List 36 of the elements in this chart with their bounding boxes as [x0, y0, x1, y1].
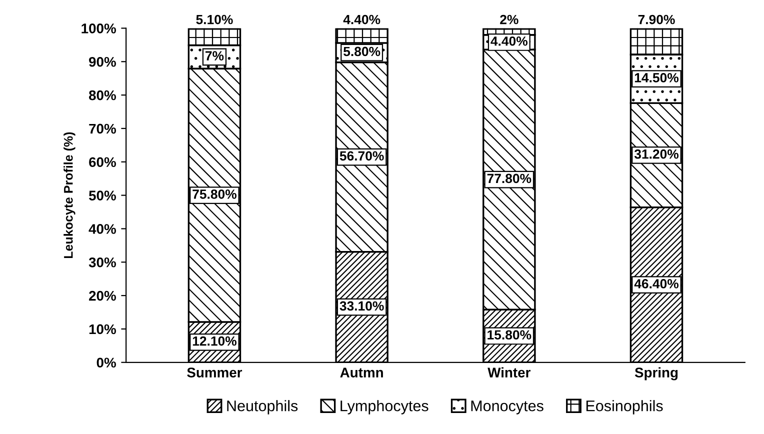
y-tick-label: 100% [82, 24, 116, 34]
y-tick-label: 10% [89, 324, 116, 334]
x-tick-label: Summer [187, 368, 242, 378]
data-label: 14.50% [634, 73, 679, 82]
data-label: 15.80% [488, 330, 532, 340]
legend-label: Neutophils [227, 400, 298, 414]
y-tick-label: 20% [89, 290, 116, 301]
data-label: 31.20% [634, 149, 679, 159]
y-tick-label: 70% [89, 124, 116, 134]
data-label: 4.40% [490, 36, 528, 46]
data-label: 4.40% [343, 14, 380, 24]
y-tick-label: 90% [89, 56, 116, 67]
data-label: 77.80% [487, 174, 532, 184]
data-label: 12.10% [192, 336, 236, 346]
legend-label: Monocytes [471, 400, 544, 414]
x-tick-label: Spring [634, 367, 678, 380]
x-tick-label: Winter [488, 367, 530, 378]
y-tick-label: 40% [88, 224, 116, 234]
data-label: 56.70% [340, 151, 384, 161]
data-label: 33.10% [340, 301, 384, 311]
data-label: 7.90% [638, 14, 675, 24]
data-label: 46.40% [634, 279, 679, 288]
y-axis-title: Leukocyte Profile (%) [64, 132, 76, 258]
y-tick-label: 30% [88, 257, 116, 268]
y-tick-label: 80% [88, 90, 116, 100]
data-label: 75.80% [192, 190, 236, 199]
data-label: 2% [500, 14, 518, 24]
data-label: 5.80% [344, 46, 380, 56]
y-tick-label: 50% [88, 190, 116, 200]
y-tick-label: 60% [89, 157, 116, 168]
legend-label: Eosinophils [586, 400, 663, 414]
data-label: 7% [206, 51, 224, 60]
y-tick-label: 0% [96, 358, 116, 368]
data-label: 5.10% [196, 14, 233, 24]
legend-label: Lymphocytes [340, 400, 428, 414]
x-tick-label: Autmn [340, 368, 383, 378]
